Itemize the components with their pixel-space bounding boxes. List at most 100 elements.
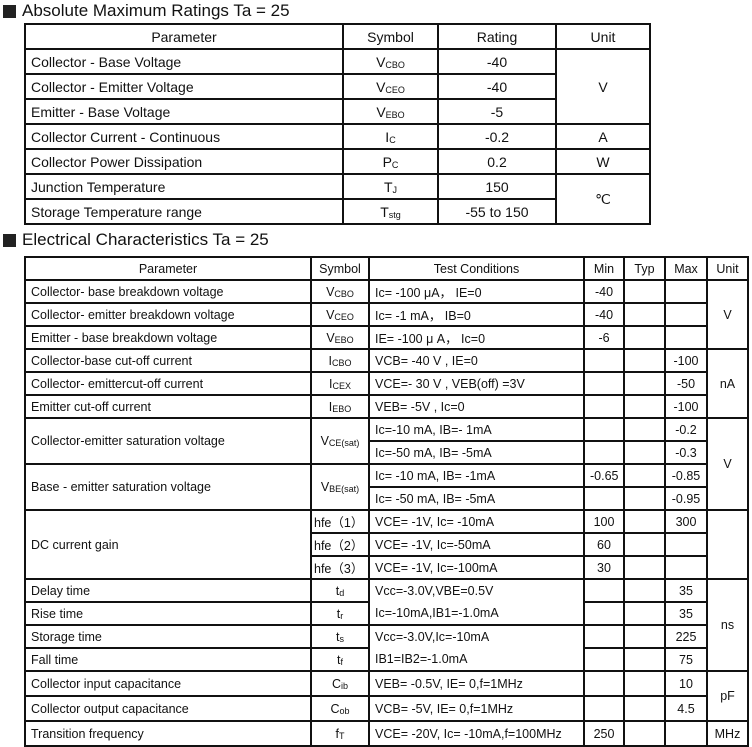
- rating-cell: -5: [437, 98, 557, 125]
- symbol-subscript: C: [389, 134, 396, 145]
- symbol-text: C: [330, 701, 340, 716]
- symbol-text: V: [326, 284, 335, 299]
- symbol-text: t: [335, 583, 340, 598]
- test-conditions-cell: VCE= -1V, Ic=-50mA: [368, 532, 585, 557]
- rating-cell: -55 to 150: [437, 198, 557, 225]
- header-cell: Parameter: [24, 256, 312, 281]
- typ-cell: [623, 440, 666, 465]
- symbol-text: V: [320, 480, 330, 494]
- max-cell: [664, 532, 708, 557]
- table-row: Collector Power Dissipation PC 0.2 W: [24, 148, 651, 175]
- unit-cell: pF: [706, 670, 749, 722]
- typ-cell: [623, 394, 666, 419]
- unit-cell: ns: [706, 578, 749, 672]
- typ-cell: [623, 670, 666, 697]
- section-title-absolute: Absolute Maximum Ratings Ta = 25: [3, 1, 290, 21]
- symbol-cell: VCE(sat): [310, 417, 370, 465]
- symbol-text: I: [329, 376, 333, 391]
- table-row: Collector - Base Voltage VCBO -40 V: [24, 48, 651, 125]
- symbol-subscript: C: [391, 159, 399, 170]
- table-row: Emitter - base breakdown voltage VEBO IE= …: [24, 325, 748, 350]
- header-cell: Min: [583, 256, 625, 281]
- unit-cell: MHz: [706, 720, 749, 747]
- test-conditions-cell: VCE= -20V, Ic= -10mA,f=100MHz: [368, 720, 585, 747]
- symbol-subscript: stg: [388, 209, 401, 220]
- typ-cell: [623, 348, 666, 373]
- header-cell: Parameter: [24, 23, 344, 50]
- table-row: Emitter - Base Voltage VEBO -5: [24, 98, 650, 125]
- typ-cell: [623, 486, 666, 511]
- max-cell: [664, 555, 708, 580]
- table-row: hfe（3） VCE= -1V, Ic=-100mA 30: [25, 555, 748, 580]
- min-cell: [583, 394, 625, 419]
- max-cell: -100: [664, 394, 708, 419]
- parameter-cell: Delay time: [24, 578, 312, 603]
- typ-cell: [623, 601, 666, 626]
- symbol-subscript: CEO: [385, 84, 405, 95]
- table-row: Collector- emitter breakdown voltage VCEO…: [24, 302, 748, 327]
- test-conditions-cell: VCB= -40 V , IE=0: [368, 348, 585, 373]
- max-cell: 35: [664, 601, 708, 626]
- table-row: Collector-emitter saturation voltage VCE(…: [24, 417, 749, 511]
- symbol-text: I: [328, 399, 333, 414]
- symbol-subscript: CEO: [334, 311, 354, 322]
- min-cell: [583, 647, 625, 672]
- symbol-cell: Tstg: [342, 198, 439, 225]
- min-cell: 30: [583, 555, 625, 580]
- symbol-text: T: [380, 203, 389, 220]
- symbol-cell: ICEX: [310, 371, 370, 396]
- min-cell: 250: [583, 720, 625, 747]
- max-cell: 75: [664, 647, 708, 672]
- max-cell: -0.2: [664, 417, 708, 442]
- symbol-text: V: [320, 434, 329, 448]
- symbol-cell: VCEO: [342, 73, 439, 100]
- table-row: Emitter cut-off current IEBO VEB= -5V , Ic…: [24, 394, 748, 419]
- table-row: Ic= -50 mA, IB= -5mA -0.95: [25, 486, 748, 511]
- symbol-text: I: [328, 353, 332, 368]
- symbol-cell: ICBO: [310, 348, 370, 373]
- symbol-subscript: EBO: [334, 334, 354, 345]
- table-row: Base - emitter saturation voltage VBE(sat…: [24, 463, 748, 511]
- table-row: Collector- base breakdown voltage VCBO Ic=…: [24, 279, 749, 350]
- table-row: Collector- emittercut-off current ICEX VCE…: [24, 371, 748, 396]
- test-conditions-cell: Ic= -1 mA， IB=0: [368, 302, 585, 327]
- symbol-text: V: [376, 78, 386, 95]
- symbol-cell: hfe（1）: [310, 509, 370, 534]
- max-cell: -100: [664, 348, 708, 373]
- max-cell: -0.85: [664, 463, 708, 488]
- test-conditions-cell: Vcc=-3.0V,VBE=0.5V: [368, 578, 585, 602]
- header-cell: Test Conditions: [368, 256, 585, 281]
- table-row: Collector - Emitter Voltage VCEO -40: [24, 73, 650, 100]
- test-conditions-cell: Ic=-10mA,IB1=-1.0mA: [368, 602, 585, 626]
- typ-cell: [623, 302, 666, 327]
- rating-cell: 0.2: [437, 148, 557, 175]
- min-cell: [583, 348, 625, 373]
- parameter-cell: Emitter cut-off current: [24, 394, 312, 419]
- symbol-subscript: ib: [341, 680, 349, 691]
- square-bullet-icon: [3, 4, 16, 18]
- parameter-cell: Collector- base breakdown voltage: [24, 279, 312, 304]
- symbol-text: f: [335, 726, 339, 741]
- typ-cell: [623, 279, 666, 304]
- unit-cell: V: [555, 48, 651, 125]
- symbol-subscript: EBO: [385, 109, 405, 120]
- symbol-cell: VBE(sat): [310, 463, 370, 511]
- test-conditions-cell: VEB= -5V , Ic=0: [368, 394, 585, 419]
- unit-cell: nA: [706, 348, 749, 419]
- symbol-text: hfe（1）: [314, 516, 364, 530]
- symbol-cell: Cob: [310, 695, 370, 722]
- absolute-title: Absolute Maximum Ratings Ta = 25: [22, 1, 290, 20]
- symbol-cell: hfe（2）: [310, 532, 370, 557]
- typ-cell: [623, 417, 666, 442]
- test-conditions-cell: Ic= -10 mA, IB= -1mA: [368, 463, 585, 488]
- table-row: Rise time tr Ic=-10mA,IB1=-1.0mA 35: [24, 601, 748, 626]
- symbol-text: P: [382, 153, 392, 170]
- symbol-subscript: J: [392, 184, 398, 195]
- parameter-cell: Emitter - base breakdown voltage: [24, 325, 312, 350]
- symbol-subscript: BE(sat): [329, 484, 360, 494]
- max-cell: 35: [664, 578, 708, 603]
- typ-cell: [623, 624, 666, 649]
- symbol-subscript: T: [338, 730, 345, 741]
- symbol-cell: ts: [310, 624, 370, 649]
- parameter-cell: Collector- emitter breakdown voltage: [24, 302, 312, 327]
